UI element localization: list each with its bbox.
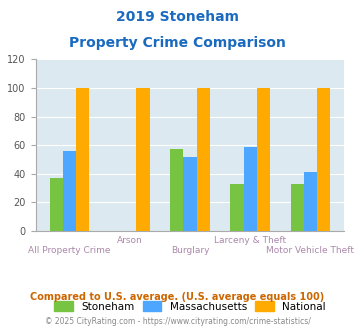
Bar [244,147,257,231]
Text: 2019 Stoneham: 2019 Stoneham [116,10,239,24]
Legend: Stoneham, Massachusetts, National: Stoneham, Massachusetts, National [54,301,326,312]
Text: Burglary: Burglary [171,246,209,255]
Bar [317,88,330,231]
Bar [197,88,210,231]
Bar [304,172,317,231]
Text: Arson: Arson [117,236,143,245]
Text: All Property Crime: All Property Crime [28,246,111,255]
Text: © 2025 CityRating.com - https://www.cityrating.com/crime-statistics/: © 2025 CityRating.com - https://www.city… [45,317,310,326]
Bar [183,157,197,231]
Bar [50,178,63,231]
Text: Larceny & Theft: Larceny & Theft [214,236,286,245]
Bar [63,151,76,231]
Bar [290,184,304,231]
Bar [230,184,244,231]
Text: Compared to U.S. average. (U.S. average equals 100): Compared to U.S. average. (U.S. average … [31,292,324,302]
Text: Property Crime Comparison: Property Crime Comparison [69,36,286,50]
Bar [136,88,149,231]
Bar [257,88,270,231]
Text: Motor Vehicle Theft: Motor Vehicle Theft [267,246,354,255]
Bar [170,149,183,231]
Bar [76,88,89,231]
